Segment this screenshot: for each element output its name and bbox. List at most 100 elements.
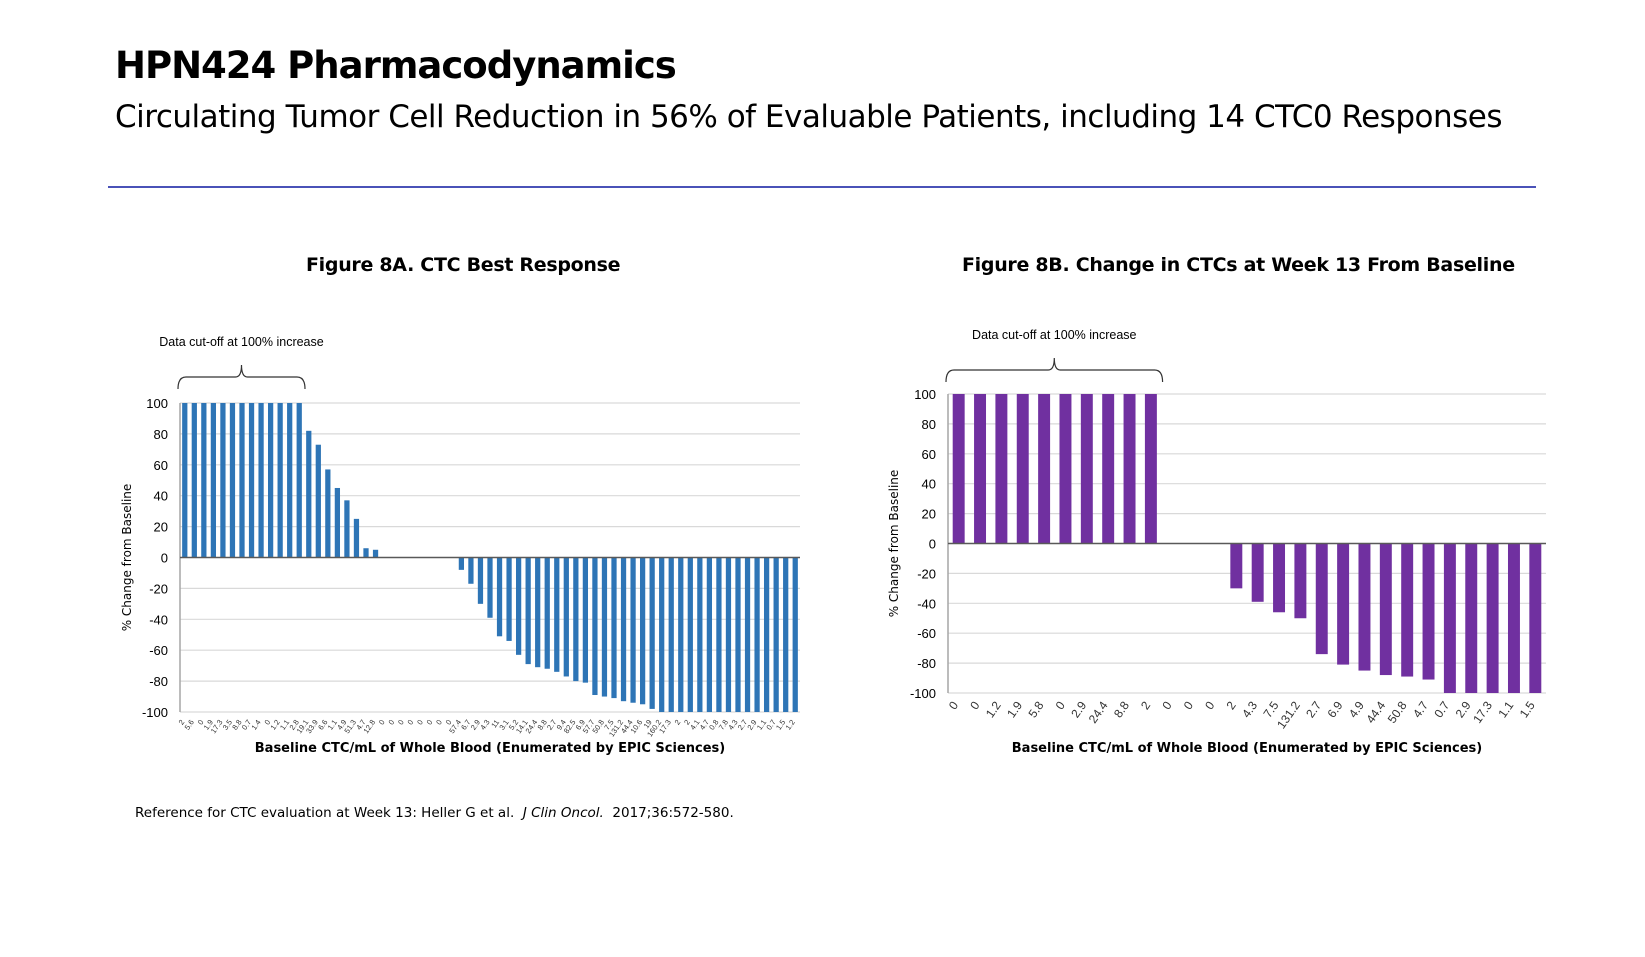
fig8a-x-axis-label: Baseline CTC/mL of Whole Blood (Enumerat… [255,741,725,756]
fig8a-bar [210,403,217,558]
fig8a-bar [792,557,798,712]
fig8b-x-tick-label: 0 [1202,698,1217,712]
fig8a-y-tick-label: -20 [149,581,168,596]
reference-suffix: 2017;36:572-580. [612,805,734,821]
fig8a-y-tick-label: 20 [154,520,168,535]
fig8b-x-tick-label: 0.7 [1431,698,1452,720]
fig8b-bar [1273,543,1286,613]
fig8a-x-tick-label: 0 [396,718,406,727]
fig8b-bar [1507,543,1520,693]
fig8b-bar [1443,543,1456,693]
fig8a-bar [239,403,245,558]
fig8b-bar [1486,543,1499,693]
fig8b-x-tick-label: 4.3 [1239,698,1260,720]
fig8a-bar [287,403,293,558]
title-divider [108,186,1536,188]
fig8b-x-axis-label: Baseline CTC/mL of Whole Blood (Enumerat… [1012,741,1482,756]
fig8b-y-tick-label: -80 [917,656,936,671]
fig8a-bar [477,557,484,604]
fig8b-y-tick-label: -40 [917,596,936,611]
fig8a-bar [525,557,531,665]
fig8b-bar [1080,394,1093,544]
fig8b-bar [1102,394,1115,544]
fig8b-bar [974,394,987,544]
figure-8b-title: Figure 8B. Change in CTCs at Week 13 Fro… [962,254,1515,276]
fig8a-y-axis-label: % Change from Baseline [120,484,134,632]
fig8a-bar [191,403,197,558]
fig8a-bar [783,557,789,712]
fig8a-bar [315,444,321,558]
fig8b-x-tick-label: 24.4 [1086,698,1111,725]
fig8a-bar [353,518,360,558]
fig8b-x-tick-label: 6.9 [1325,698,1346,720]
fig8a-y-tick-label: -80 [149,674,168,689]
fig8a-x-tick-label: 0 [434,718,444,727]
fig8a-bar [554,557,560,672]
fig8a-bar [668,557,674,712]
fig8a-bar [563,557,569,677]
fig8a-x-tick-label: 2 [682,718,692,727]
fig8a-bar [697,557,703,712]
fig8b-y-tick-label: 60 [922,447,936,462]
fig8a-bar [515,557,522,655]
fig8a-bar [506,557,512,641]
fig8a-bar [639,557,646,705]
fig8a-bar [620,557,627,702]
fig8a-bar [582,557,589,683]
fig8b-y-tick-label: -20 [917,566,936,581]
fig8a-bar [296,403,302,558]
fig8a-x-tick-label: 0 [196,718,206,727]
fig8b-x-tick-label: 131.2 [1274,698,1303,731]
fig8b-x-tick-label: 2.7 [1303,698,1324,720]
reference-note: Reference for CTC evaluation at Week 13:… [135,805,734,821]
fig8b-x-tick-label: 50.8 [1385,698,1410,725]
fig8a-x-tick-label: 0 [262,718,272,727]
fig8b-x-tick-label: 2 [1223,698,1238,712]
fig8b-x-tick-label: 5.8 [1026,698,1047,720]
fig8a-y-tick-label: 100 [146,396,168,411]
fig8a-y-tick-label: 60 [154,458,168,473]
fig8b-x-tick-label: 4.7 [1410,698,1431,720]
fig8b-bar [1379,543,1392,676]
fig8b-y-axis-label: % Change from Baseline [887,470,901,618]
fig8a-x-tick-label: 0 [377,718,387,727]
fig8b-cutoff-annotation: Data cut-off at 100% increase [972,328,1136,342]
fig8a-bar [325,469,331,558]
fig8b-bar [1038,394,1051,544]
fig8a-bar [744,557,751,712]
fig8a-bar [372,549,379,558]
fig8b-bar [952,394,965,544]
reference-journal: J Clin Oncol. [522,805,604,821]
fig8a-bar [544,557,550,669]
fig8a-bar [229,403,236,558]
fig8b-y-tick-label: 0 [929,537,936,552]
fig8a-x-tick-label: 19 [642,718,654,730]
fig8a-bar [706,557,713,712]
fig8a-bar [267,403,274,558]
fig8b-bar [1401,543,1414,677]
fig8b-x-tick-label: 0 [1181,698,1196,712]
fig8a-x-tick-label: 0 [425,718,435,727]
fig8b-bar [1294,543,1307,619]
fig8a-bar [248,403,255,558]
fig8a-bar [678,557,684,712]
fig8a-y-tick-label: -100 [142,705,168,720]
fig8a-bar [687,557,693,712]
fig8b-bar [1422,543,1435,680]
fig8b-bar [1230,543,1243,589]
fig8a-bar [201,403,207,558]
fig8b-y-tick-label: 20 [922,507,936,522]
fig8b-bar [1059,394,1072,544]
fig8a-x-tick-label: 0 [415,718,425,727]
fig8a-x-tick-label: 0 [444,718,454,727]
fig8b-bar [995,394,1008,544]
fig8a-bar [487,557,493,618]
fig8b-bar [1358,543,1371,671]
fig8a-bar [649,557,655,709]
reference-prefix: Reference for CTC evaluation at Week 13:… [135,805,515,821]
fig8b-x-tick-label: 0 [1053,698,1068,712]
fig8b-y-tick-label: -100 [910,686,936,701]
fig8a-bar [601,557,608,697]
fig8a-bar [468,557,474,584]
fig8a-bar [220,403,226,558]
